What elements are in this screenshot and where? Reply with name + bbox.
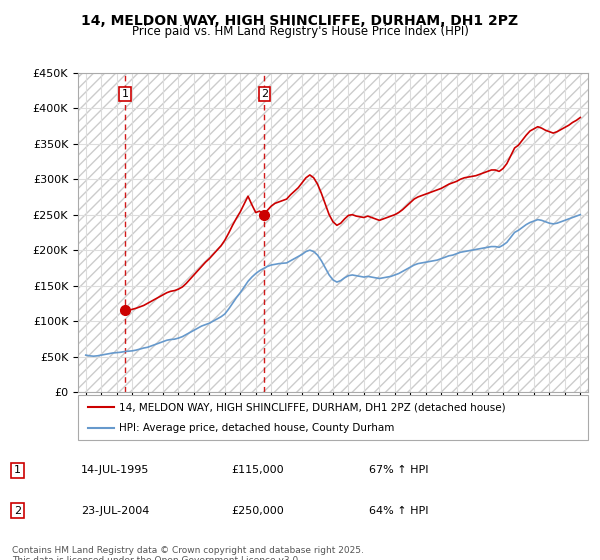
Text: 1: 1 — [14, 465, 21, 475]
Text: 2: 2 — [14, 506, 22, 516]
Text: HPI: Average price, detached house, County Durham: HPI: Average price, detached house, Coun… — [119, 423, 394, 433]
Text: 1: 1 — [121, 89, 128, 99]
Text: £115,000: £115,000 — [231, 465, 284, 475]
Text: 64% ↑ HPI: 64% ↑ HPI — [369, 506, 428, 516]
Text: 14-JUL-1995: 14-JUL-1995 — [81, 465, 149, 475]
Text: Contains HM Land Registry data © Crown copyright and database right 2025.
This d: Contains HM Land Registry data © Crown c… — [12, 546, 364, 560]
Text: 14, MELDON WAY, HIGH SHINCLIFFE, DURHAM, DH1 2PZ: 14, MELDON WAY, HIGH SHINCLIFFE, DURHAM,… — [82, 14, 518, 28]
Text: 67% ↑ HPI: 67% ↑ HPI — [369, 465, 428, 475]
Bar — [78, 73, 588, 392]
Text: £250,000: £250,000 — [231, 506, 284, 516]
Text: 14, MELDON WAY, HIGH SHINCLIFFE, DURHAM, DH1 2PZ (detached house): 14, MELDON WAY, HIGH SHINCLIFFE, DURHAM,… — [119, 402, 505, 412]
FancyBboxPatch shape — [78, 395, 588, 440]
Text: Price paid vs. HM Land Registry's House Price Index (HPI): Price paid vs. HM Land Registry's House … — [131, 25, 469, 38]
Text: 2: 2 — [261, 89, 268, 99]
Text: 23-JUL-2004: 23-JUL-2004 — [81, 506, 149, 516]
